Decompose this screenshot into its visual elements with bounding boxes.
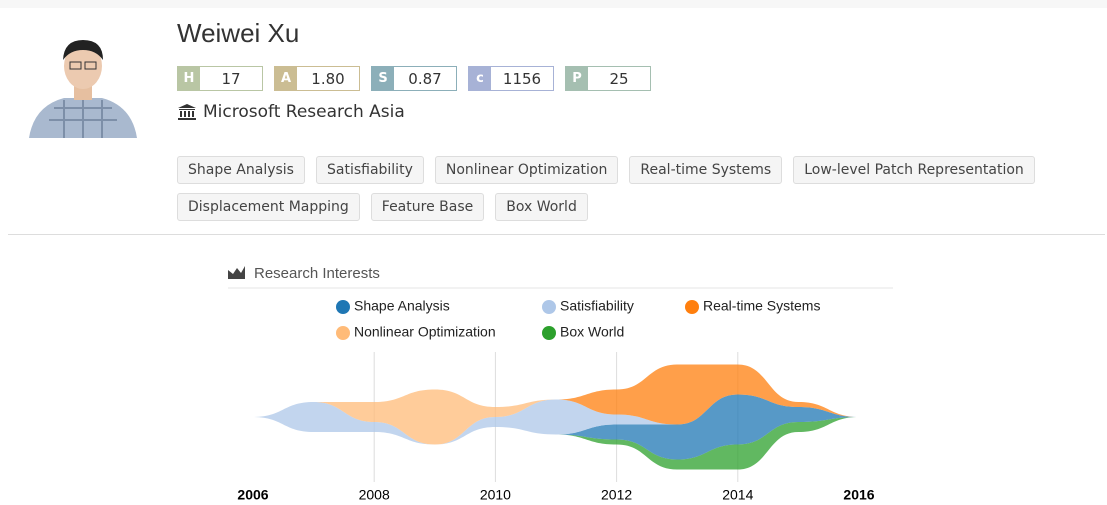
- legend-label: Satisfiability: [560, 298, 634, 314]
- legend-swatch: [336, 300, 350, 314]
- legend-swatch: [542, 326, 556, 340]
- x-tick-label: 2012: [601, 487, 632, 503]
- x-tick-label: 2010: [480, 487, 511, 503]
- legend-swatch: [336, 326, 350, 340]
- legend-label: Shape Analysis: [354, 298, 450, 314]
- legend-label: Real-time Systems: [703, 298, 820, 314]
- legend-swatch: [685, 300, 699, 314]
- legend-swatch: [542, 300, 556, 314]
- profile-page: Weiwei Xu H17A1.80S0.87c1156P25 Microsof…: [0, 0, 1107, 505]
- legend-label: Nonlinear Optimization: [354, 324, 496, 340]
- x-tick-label: 2016: [843, 487, 874, 503]
- chart-title: Research Interests: [254, 265, 380, 282]
- chart-icon: [228, 266, 245, 279]
- x-tick-label: 2006: [237, 487, 268, 503]
- chart: Research Interests 2006 2008 2010 2012 2014 2…: [0, 0, 1107, 505]
- legend-label: Box World: [560, 324, 624, 340]
- x-tick-label: 2008: [359, 487, 390, 503]
- x-tick-label: 2014: [722, 487, 753, 503]
